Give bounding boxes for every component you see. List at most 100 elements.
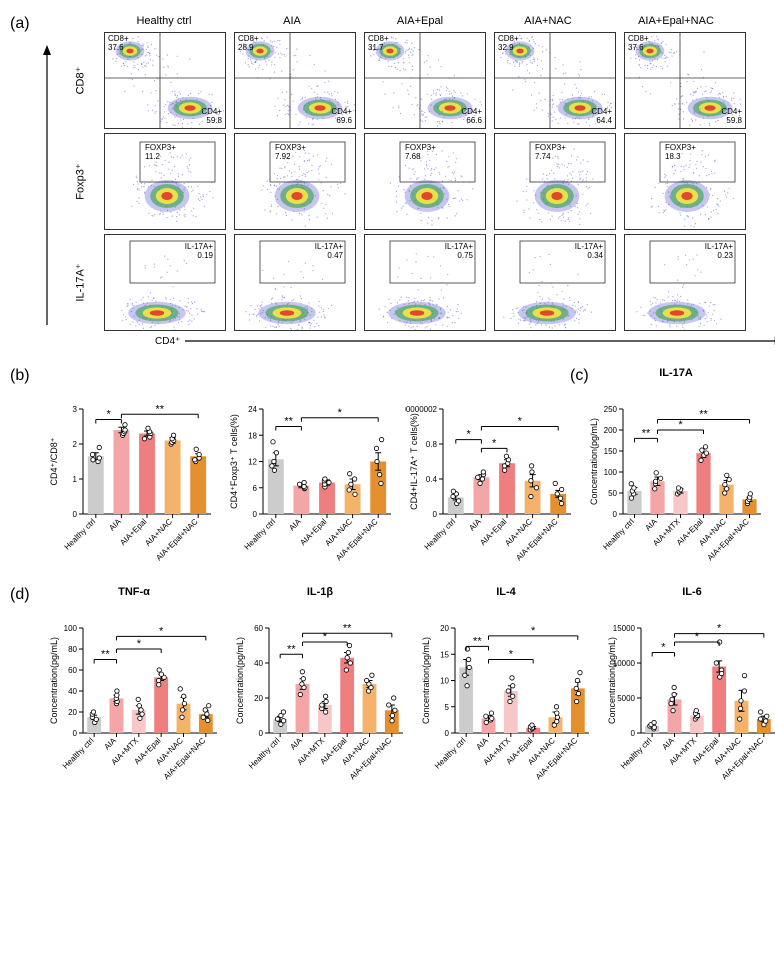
svg-text:3: 3 (73, 405, 78, 414)
svg-text:Concentration(pg/mL): Concentration(pg/mL) (235, 637, 245, 724)
facs-plot-il17: IL-17A+0.34 (494, 234, 616, 331)
bar-chart: 06121824CD4⁺Foxp3⁺ T cells(%)Healthy ctr… (225, 367, 397, 576)
svg-text:Healthy ctrl: Healthy ctrl (423, 517, 458, 552)
svg-text:50: 50 (608, 489, 617, 498)
chart-title: IL-6 (603, 586, 775, 598)
chart-title: IL-4 (417, 586, 595, 598)
facs-row-foxp3: Foxp3⁺ FOXP3+11.2 FOXP3+7.92 FOXP3+7.68 … (60, 131, 775, 232)
facs-column-header: AIA+Epal (356, 15, 484, 30)
svg-text:24: 24 (248, 405, 257, 414)
bar-chart: IL-405101520Concentration(pg/mL)Healthy … (417, 586, 595, 795)
svg-text:**: ** (699, 409, 708, 421)
chart-title: TNF-α (45, 586, 223, 598)
gate-label-il17: IL-17A+0.47 (315, 243, 343, 261)
svg-text:*: * (509, 649, 514, 661)
svg-text:*: * (518, 416, 523, 428)
svg-text:Concentration(pg/mL): Concentration(pg/mL) (607, 637, 617, 724)
svg-text:Healthy ctrl: Healthy ctrl (63, 517, 98, 552)
svg-text:Concentration(pg/mL): Concentration(pg/mL) (589, 418, 599, 505)
bar-chart: IL-1β0204060Concentration(pg/mL)Healthy … (231, 586, 409, 795)
svg-text:*: * (531, 625, 536, 637)
svg-text:**: ** (287, 643, 296, 655)
svg-text:100: 100 (64, 624, 78, 633)
svg-text:AIA: AIA (102, 736, 118, 752)
gate-label-il17: IL-17A+0.23 (705, 243, 733, 261)
svg-text:100: 100 (604, 468, 618, 477)
svg-text:AIA: AIA (660, 736, 676, 752)
svg-text:15: 15 (440, 650, 449, 659)
facs-plot-il17: IL-17A+0.19 (104, 234, 226, 331)
gate-label-foxp3: FOXP3+7.74 (535, 144, 566, 162)
bar-chart: IL-17A050100150200250Concentration(pg/mL… (585, 367, 767, 576)
facs-column-header: AIA+NAC (484, 15, 612, 30)
svg-text:AIA: AIA (288, 736, 304, 752)
svg-text:18: 18 (248, 431, 257, 440)
svg-text:*: * (717, 623, 722, 635)
svg-text:**: ** (284, 416, 293, 428)
gate-label-cd8: CD8+28.9 (238, 35, 259, 53)
svg-text:*: * (137, 638, 142, 650)
svg-text:AIA: AIA (467, 517, 483, 533)
svg-text:0: 0 (445, 729, 450, 738)
svg-text:5: 5 (445, 703, 450, 712)
y-axis-arrow-icon (40, 45, 55, 325)
svg-text:Concentration(pg/mL): Concentration(pg/mL) (421, 637, 431, 724)
facs-column-header: Healthy ctrl (100, 15, 228, 30)
facs-plot-cd8: CD8+31.7CD4+66.6 (364, 32, 486, 129)
gate-label-il17: IL-17A+0.75 (445, 243, 473, 261)
panel-b-label: (b) (10, 367, 30, 385)
facs-plot-cd8: CD8+32.9CD4+64.4 (494, 32, 616, 129)
gate-label-cd8: CD8+32.9 (498, 35, 519, 53)
svg-text:AIA+Epal+NAC: AIA+Epal+NAC (706, 517, 752, 563)
svg-text:5000: 5000 (617, 694, 635, 703)
svg-text:0: 0 (73, 729, 78, 738)
svg-text:AIA+Epal+NAC: AIA+Epal+NAC (162, 736, 208, 782)
svg-text:Healthy ctrl: Healthy ctrl (433, 736, 468, 771)
svg-text:AIA+Epal+NAC: AIA+Epal+NAC (534, 736, 580, 782)
bar-chart-svg: 050100150200250Concentration(pg/mL)Healt… (585, 381, 767, 576)
bar-chart: IL-6050001000015000Concentration(pg/mL)H… (603, 586, 775, 795)
gate-label-il17: IL-17A+0.34 (575, 243, 603, 261)
facs-row-label: CD8⁺ (74, 61, 87, 101)
svg-text:CD4+IL-17A⁺ T cells(%): CD4+IL-17A⁺ T cells(%) (409, 413, 419, 510)
svg-text:**: ** (101, 649, 110, 661)
chart-title: IL-17A (585, 367, 767, 379)
svg-text:0: 0 (253, 510, 258, 519)
bar-chart-svg: 06121824CD4⁺Foxp3⁺ T cells(%)Healthy ctr… (225, 381, 397, 576)
svg-text:*: * (159, 625, 164, 637)
svg-text:*: * (695, 631, 700, 643)
facs-plot-cd8: CD8+28.9CD4+69.6 (234, 32, 356, 129)
facs-plot-foxp3: FOXP3+11.2 (104, 133, 226, 230)
facs-column-header: AIA (228, 15, 356, 30)
svg-text:10: 10 (440, 677, 449, 686)
panel-a: (a) Healthy ctrlAIAAIA+EpalAIA+NACAIA+Ep… (10, 15, 775, 347)
svg-text:AIA: AIA (287, 517, 303, 533)
gate-label-cd4: CD4+59.8 (721, 108, 742, 126)
panel-d-label: (d) (10, 586, 30, 604)
gate-label-foxp3: FOXP3+7.92 (275, 144, 306, 162)
gate-label-cd8: CD8+31.7 (368, 35, 389, 53)
facs-plot-foxp3: FOXP3+18.3 (624, 133, 746, 230)
svg-text:**: ** (642, 427, 651, 439)
svg-text:0: 0 (613, 510, 618, 519)
facs-plot-foxp3: FOXP3+7.68 (364, 133, 486, 230)
svg-text:**: ** (156, 403, 165, 415)
svg-text:2: 2 (73, 440, 78, 449)
bar-chart-svg: 00.40.81.2000000000000002CD4+IL-17A⁺ T c… (405, 381, 577, 576)
facs-row-il17: IL-17A⁺ IL-17A+0.19 IL-17A+0.47 IL-17A+0… (60, 232, 775, 333)
svg-text:*: * (661, 642, 666, 654)
facs-grid: Healthy ctrlAIAAIA+EpalAIA+NACAIA+Epal+N… (60, 15, 775, 347)
gate-label-foxp3: FOXP3+18.3 (665, 144, 696, 162)
svg-text:0: 0 (433, 510, 438, 519)
svg-text:0.8: 0.8 (426, 440, 438, 449)
bar-chart: 0123CD4⁺/CD8⁺Healthy ctrlAIAAIA+EpalAIA+… (45, 367, 217, 576)
facs-plot-foxp3: FOXP3+7.92 (234, 133, 356, 230)
bar-chart: TNF-α020406080100Concentration(pg/mL)Hea… (45, 586, 223, 795)
svg-text:60: 60 (68, 666, 77, 675)
bar-chart: 00.40.81.2000000000000002CD4+IL-17A⁺ T c… (405, 367, 577, 576)
facs-column-header: AIA+Epal+NAC (612, 15, 740, 30)
svg-text:*: * (466, 429, 471, 441)
gate-label-foxp3: FOXP3+7.68 (405, 144, 436, 162)
svg-text:CD4⁺Foxp3⁺ T cells(%): CD4⁺Foxp3⁺ T cells(%) (229, 414, 239, 509)
svg-text:150: 150 (604, 447, 618, 456)
